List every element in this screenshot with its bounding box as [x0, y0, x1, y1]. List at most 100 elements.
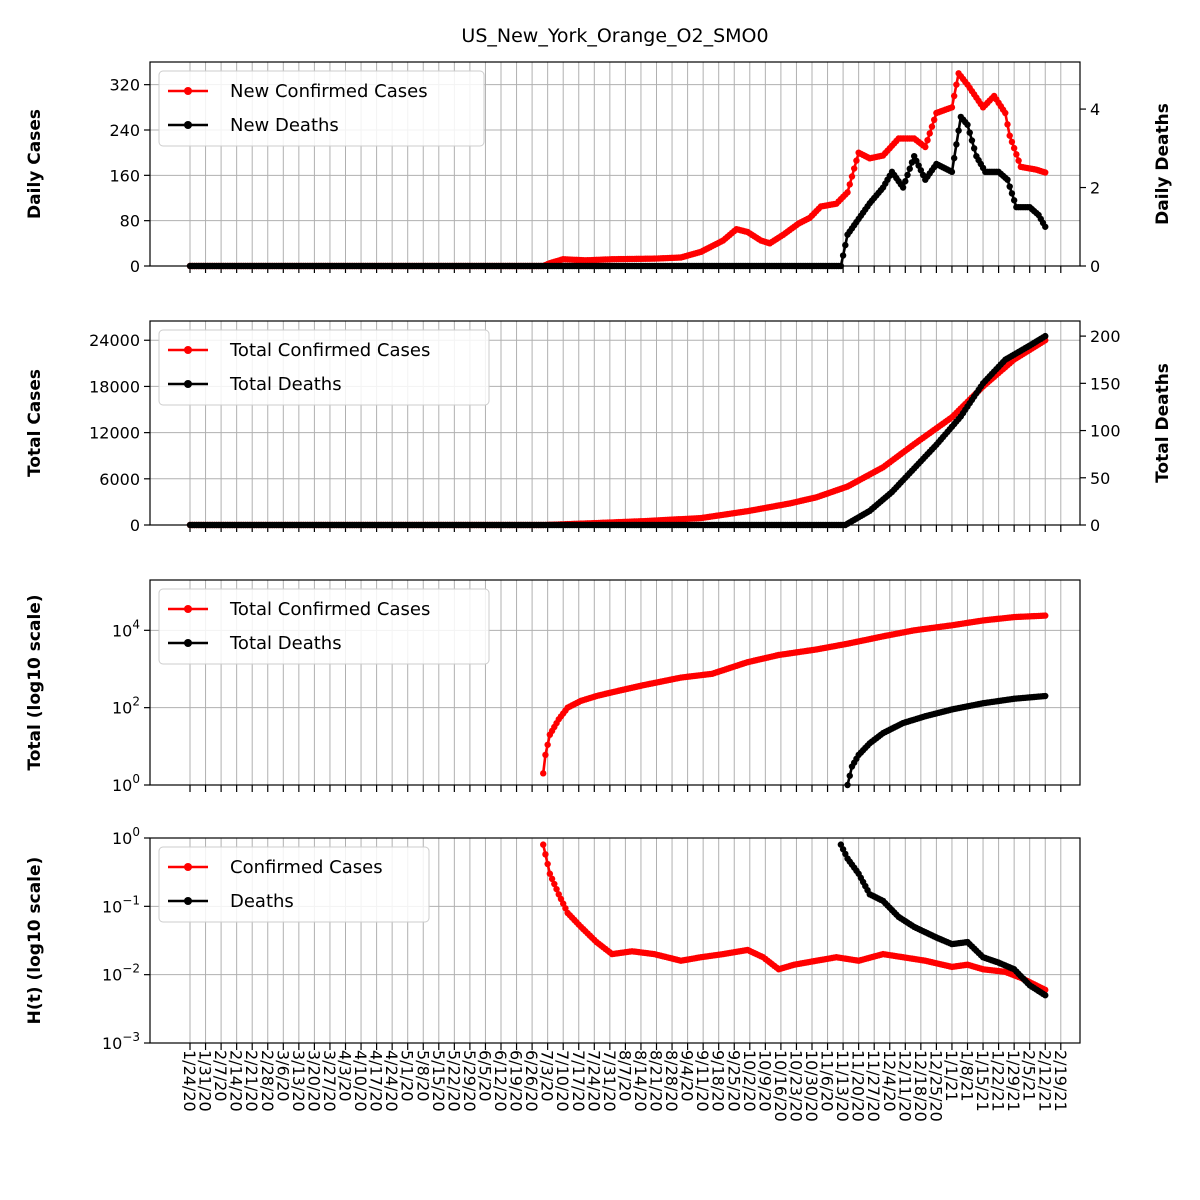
legend-entry: New Confirmed Cases — [230, 81, 428, 102]
x-tick-label: 5/1/20 — [398, 1050, 417, 1102]
legend-marker — [184, 87, 192, 95]
data-point — [851, 165, 858, 172]
data-point — [1008, 138, 1016, 146]
x-tick-label: 3/13/20 — [289, 1050, 308, 1112]
legend-marker — [184, 346, 192, 354]
y-tick-label-right: 0 — [1090, 516, 1100, 535]
plot-frame — [149, 61, 1081, 267]
legend-box — [158, 846, 430, 923]
legend-marker — [184, 639, 192, 647]
data-point — [1002, 109, 1009, 117]
data-point — [848, 173, 856, 180]
data-point — [1042, 223, 1049, 230]
legend-entry: Total Confirmed Cases — [229, 340, 430, 361]
y-tick-label: 80 — [120, 212, 140, 231]
data-point — [1006, 132, 1013, 139]
x-tick-label: 1/8/21 — [958, 1050, 977, 1102]
series-cases — [540, 612, 1049, 777]
chart-panel-4: 10−3 10−2 10−1 100 H(t) (log10 scale) Confirm… — [25, 825, 1081, 1053]
data-point — [1042, 612, 1049, 619]
x-tick-label: 5/22/20 — [444, 1050, 463, 1112]
data-point — [924, 137, 931, 144]
x-tick-label: 2/7/20 — [211, 1050, 230, 1102]
x-tick-label: 7/31/20 — [600, 1050, 619, 1112]
data-point — [922, 143, 929, 151]
data-point — [542, 851, 549, 858]
y-tick-label-right: 150 — [1090, 374, 1121, 393]
data-point — [544, 741, 551, 748]
y-tick-label: 0 — [130, 516, 140, 535]
x-tick-label: 1/24/20 — [180, 1050, 199, 1112]
x-tick-label: 3/20/20 — [304, 1050, 323, 1112]
y-tick-label: 104 — [112, 617, 140, 640]
data-point — [950, 154, 958, 162]
data-point — [1006, 183, 1013, 190]
data-point — [899, 184, 907, 191]
x-tick-label: 4/17/20 — [367, 1050, 386, 1112]
series-cases — [540, 841, 1049, 994]
data-point — [970, 145, 978, 152]
y-tick-label-right: 200 — [1090, 327, 1121, 346]
x-tick-label: 3/6/20 — [273, 1050, 292, 1102]
x-tick-label: 8/14/20 — [631, 1050, 650, 1112]
y-tick-label: 320 — [109, 76, 140, 95]
x-tick-label: 12/25/20 — [926, 1050, 945, 1122]
data-point — [1004, 121, 1011, 128]
x-tick-label: 6/5/20 — [475, 1050, 494, 1102]
x-gridlines — [189, 838, 1062, 1050]
x-tick-label: 2/21/20 — [242, 1050, 261, 1112]
series-deaths — [837, 841, 1049, 999]
data-point — [1010, 197, 1018, 204]
data-point — [542, 751, 549, 759]
chart-panel-1: 0 80 160 240 320 0 2 4 Daily Deaths Daily Cases Ne… — [25, 61, 1173, 276]
data-point — [546, 870, 554, 877]
x-tick-label: 10/9/20 — [755, 1050, 774, 1112]
y-axis-label: Daily Cases — [25, 109, 45, 219]
y-axis-right: 0 50 100 150 200 — [1080, 327, 1121, 535]
x-tick-labels: 1/24/201/31/202/7/202/14/202/21/202/28/2… — [180, 1050, 1070, 1122]
x-tick-label: 5/8/20 — [413, 1050, 432, 1102]
legend: New Confirmed Cases New Deaths — [158, 70, 485, 147]
x-tick-label: 8/21/20 — [647, 1050, 666, 1112]
legend-entry: Confirmed Cases — [230, 857, 383, 878]
x-tick-label: 1/1/21 — [942, 1050, 961, 1102]
plot-frame — [149, 579, 1081, 786]
data-point — [964, 121, 971, 128]
x-tick-label: 2/5/21 — [1020, 1050, 1039, 1102]
panels: 0 80 160 240 320 0 2 4 Daily Deaths Daily Cases Ne… — [25, 61, 1173, 1053]
data-point — [950, 92, 958, 100]
x-tick-label: 4/3/20 — [336, 1050, 355, 1102]
legend-entry: Deaths — [230, 891, 294, 912]
y-tick-label: 102 — [112, 695, 140, 718]
data-point — [839, 252, 847, 259]
data-point — [540, 841, 547, 848]
y-tick-label-right: 100 — [1090, 422, 1121, 441]
x-tick-label: 8/7/20 — [615, 1050, 634, 1102]
y-tick-label: 18000 — [89, 377, 140, 396]
y-tick-label: 160 — [109, 166, 140, 185]
data-point — [1042, 169, 1049, 176]
x-tick-label: 8/28/20 — [662, 1050, 681, 1112]
legend-entry: Total Confirmed Cases — [229, 599, 430, 620]
legend: Confirmed Cases Deaths — [158, 846, 430, 923]
data-point — [968, 137, 976, 144]
x-tick-label: 9/11/20 — [693, 1050, 712, 1112]
data-point — [948, 168, 956, 176]
x-tick-label: 9/25/20 — [724, 1050, 743, 1112]
x-tick-label: 1/29/21 — [1004, 1050, 1023, 1112]
legend-entry: Total Deaths — [229, 374, 342, 395]
x-tick-label: 1/31/20 — [196, 1050, 215, 1112]
y-tick-label: 10−3 — [102, 1030, 140, 1053]
data-point — [904, 171, 911, 179]
x-tick-label: 6/26/20 — [522, 1050, 541, 1112]
y-tick-label: 12000 — [89, 424, 140, 443]
legend-marker — [184, 897, 192, 905]
data-point — [846, 181, 853, 188]
x-tick-label: 3/27/20 — [320, 1050, 339, 1112]
x-tick-label: 9/18/20 — [709, 1050, 728, 1112]
data-point — [1008, 190, 1016, 197]
data-point — [1042, 992, 1049, 999]
legend-marker — [184, 605, 192, 613]
x-tick-label: 4/10/20 — [351, 1050, 370, 1112]
data-point — [953, 141, 960, 148]
